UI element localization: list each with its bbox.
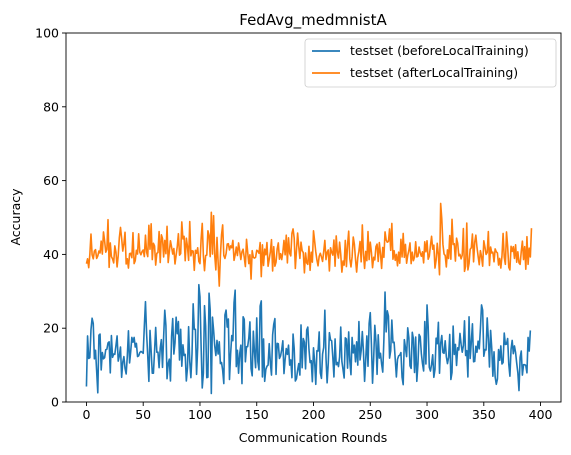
series-line-1 [85, 202, 533, 287]
y-tick-label: 40 [43, 247, 59, 262]
x-tick-label: 0 [82, 407, 90, 422]
y-ticks: 0 20 40 60 80 100 [35, 26, 66, 410]
x-tick-label: 350 [472, 407, 496, 422]
series-layer [85, 202, 533, 395]
x-ticks: 0 50 100 150 200 250 300 350 400 [82, 402, 553, 422]
x-tick-label: 150 [245, 407, 269, 422]
series-line-0 [85, 283, 532, 395]
y-axis-label: Accuracy [8, 188, 23, 246]
x-tick-label: 200 [302, 407, 326, 422]
y-tick-label: 60 [43, 173, 59, 188]
y-tick-label: 100 [35, 26, 59, 41]
y-tick-label: 20 [43, 321, 59, 336]
chart-title: FedAvg_medmnistA [239, 11, 387, 30]
legend: testset (beforeLocalTraining) testset (a… [304, 38, 557, 88]
x-tick-label: 250 [358, 407, 382, 422]
y-tick-label: 0 [51, 395, 59, 410]
y-tick-label: 80 [43, 99, 59, 114]
plot-frame [65, 32, 562, 403]
legend-label-series-0: testset (beforeLocalTraining) [350, 43, 529, 58]
legend-box [304, 38, 557, 88]
x-tick-label: 100 [188, 407, 212, 422]
x-axis-label: Communication Rounds [239, 430, 388, 445]
x-tick-label: 50 [135, 407, 151, 422]
legend-label-series-1: testset (afterLocalTraining) [350, 65, 518, 80]
x-tick-label: 400 [529, 407, 553, 422]
x-tick-label: 300 [415, 407, 439, 422]
